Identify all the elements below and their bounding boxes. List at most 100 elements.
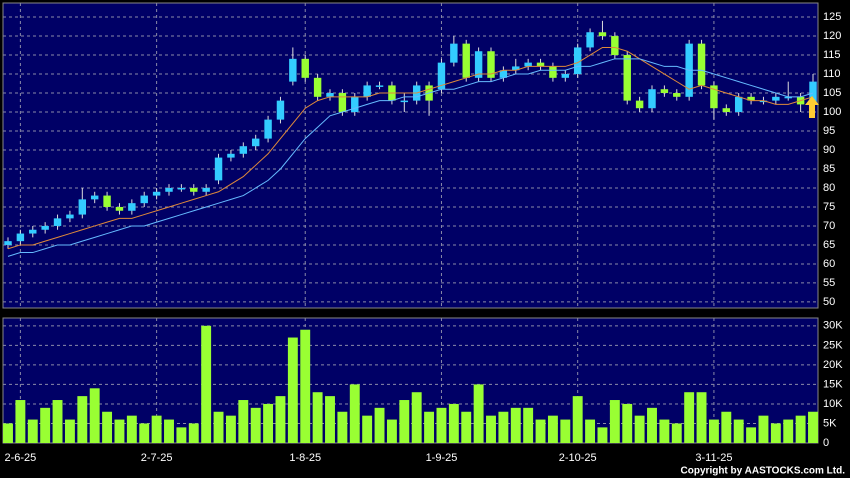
volume-bar <box>622 403 633 443</box>
y-tick-label: 125 <box>823 11 841 23</box>
volume-bar <box>325 396 335 443</box>
candle-body <box>450 43 458 63</box>
candle-body <box>487 51 495 78</box>
candle-body <box>29 229 37 234</box>
volume-bar <box>52 400 63 443</box>
y-tick-label: 80 <box>823 182 835 194</box>
moving-average <box>7 58 814 257</box>
volume-tick-label: 30K <box>823 320 843 332</box>
volume-bar <box>547 415 558 443</box>
candle-body <box>264 119 272 139</box>
candle-body <box>734 96 743 113</box>
volume-tick-label: 5K <box>823 417 837 429</box>
candle-body <box>611 36 619 56</box>
candle-body <box>16 233 25 242</box>
volume-bar <box>399 400 410 443</box>
candle-body <box>635 100 644 109</box>
volume-bar <box>708 419 719 443</box>
candle-body <box>338 93 347 113</box>
volume-tick-label: 0 <box>823 437 829 449</box>
volume-bar <box>362 415 373 443</box>
candle-body <box>227 153 235 158</box>
candle-body <box>499 70 508 78</box>
x-tick-label: 2-6-25 <box>4 452 36 464</box>
volume-bar <box>808 411 818 443</box>
candle-body <box>214 157 223 181</box>
y-tick-label: 50 <box>823 296 835 308</box>
candle-body <box>78 199 87 215</box>
candle-body <box>301 58 309 78</box>
candle-body <box>561 74 570 78</box>
x-tick-label: 1-8-25 <box>289 452 321 464</box>
volume-bar <box>758 415 769 443</box>
candle-body <box>573 47 582 75</box>
volume-bar <box>783 419 794 443</box>
candle-body <box>140 195 148 204</box>
volume-bar <box>461 411 472 443</box>
arrow <box>805 96 819 118</box>
y-tick-label: 55 <box>823 277 835 289</box>
y-tick-label: 60 <box>823 258 835 270</box>
x-tick-label: 2-10-25 <box>559 452 597 464</box>
candle-body <box>598 32 607 37</box>
volume-bar <box>188 423 199 443</box>
volume-bar <box>684 392 695 443</box>
copyright: Copyright by AASTOCKS.com Ltd. <box>681 466 846 477</box>
candle-body <box>512 66 520 71</box>
volume-bar <box>102 411 113 443</box>
volume-bar <box>151 415 162 443</box>
volume-bar <box>721 411 732 443</box>
volume-bar <box>436 407 447 443</box>
candle-body <box>66 214 74 219</box>
volume-bar <box>486 415 496 443</box>
candle-body <box>586 32 594 48</box>
candle-body <box>375 85 384 87</box>
candle-body <box>697 43 706 86</box>
volume-bar <box>535 419 546 443</box>
volume-bar <box>225 415 236 443</box>
candle-body <box>103 195 111 207</box>
volume-bar <box>411 392 422 443</box>
volume-bar <box>671 423 682 443</box>
y-tick-label: 95 <box>823 125 835 137</box>
candle-body <box>115 206 124 211</box>
candle-body <box>276 100 285 120</box>
plot-layer: 50 55 60 65 70 75 80 85 90 95 100 105 110 115 120 125 0 5… <box>3 3 843 464</box>
volume-bar <box>40 407 51 443</box>
volume-bar <box>139 423 150 443</box>
candle-body <box>722 108 731 113</box>
volume-bar <box>15 400 26 443</box>
candle-body <box>326 93 334 97</box>
candle-body <box>53 218 62 226</box>
candle-body <box>41 225 49 230</box>
moving-average <box>7 46 814 250</box>
x-tick-label: 2-7-25 <box>141 452 173 464</box>
y-tick-label: 70 <box>823 220 835 232</box>
volume-bar <box>126 415 137 443</box>
volume-bar <box>560 419 571 443</box>
volume-tick-label: 20K <box>823 359 843 371</box>
volume-bar <box>3 423 13 443</box>
volume-bar <box>349 384 360 443</box>
candle-body <box>351 96 359 113</box>
price-panel <box>2 2 819 309</box>
volume-bar <box>213 411 224 443</box>
volume-bar <box>374 407 385 443</box>
candle-body <box>660 89 669 94</box>
candle-body <box>549 66 557 78</box>
volume-bar <box>795 415 806 443</box>
volume-bar <box>89 388 100 443</box>
candle-body <box>437 62 446 90</box>
y-tick-label: 110 <box>823 68 841 80</box>
candle-body <box>251 138 260 147</box>
volume-bar <box>473 384 484 443</box>
volume-bar <box>585 419 596 443</box>
candle-body <box>239 146 248 154</box>
y-tick-label: 100 <box>823 106 841 118</box>
volume-bar <box>250 407 261 443</box>
candle-body <box>759 100 768 103</box>
candle-body <box>4 241 12 245</box>
candle-body <box>462 43 470 78</box>
volume-tick-label: 25K <box>823 339 843 351</box>
volume-bar <box>572 396 583 443</box>
